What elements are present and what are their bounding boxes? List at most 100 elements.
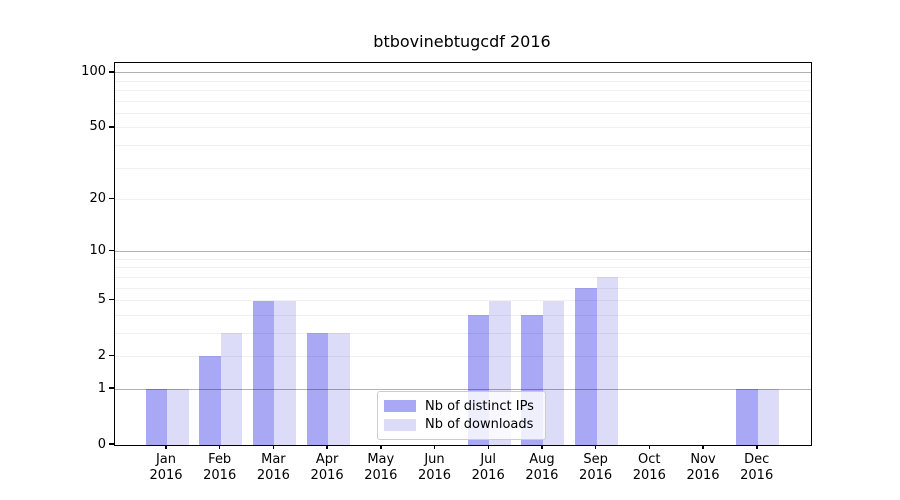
x-tick-mark xyxy=(541,445,543,449)
legend-label-distinct-ips: Nb of distinct IPs xyxy=(425,398,534,414)
x-tick-year: 2016 xyxy=(149,468,183,483)
y-tick-mark xyxy=(109,197,114,200)
gridline-minor xyxy=(115,112,811,114)
x-tick-year: 2016 xyxy=(471,468,505,483)
gridline-major xyxy=(115,251,811,253)
gridline-major xyxy=(115,72,811,74)
x-tick-year: 2016 xyxy=(579,468,613,483)
bar xyxy=(274,300,296,445)
bar xyxy=(306,333,329,445)
x-tick-label: Jul 2016 xyxy=(448,452,528,484)
x-tick-mark xyxy=(218,445,221,449)
x-tick-month: Apr xyxy=(315,452,339,467)
gridline-minor xyxy=(115,258,811,260)
bar xyxy=(575,288,597,445)
gridline-minor xyxy=(115,80,811,82)
x-tick-label: Mar 2016 xyxy=(233,452,313,484)
x-tick-label: Aug 2016 xyxy=(502,452,582,484)
y-tick-label: 0 xyxy=(97,436,106,452)
x-tick-month: Jul xyxy=(480,452,497,467)
gridline-minor xyxy=(115,300,811,301)
legend: Nb of distinct IPs Nb of downloads xyxy=(377,391,546,440)
gridline-major xyxy=(115,388,811,390)
gridline-minor xyxy=(115,127,811,129)
x-tick-mark xyxy=(648,445,650,449)
y-tick-label: 10 xyxy=(89,243,106,259)
x-tick-mark xyxy=(380,445,382,449)
x-tick-mark xyxy=(756,445,758,449)
x-tick-label: Dec 2016 xyxy=(717,452,797,484)
x-tick-mark xyxy=(326,445,328,449)
y-tick-mark xyxy=(109,71,114,73)
x-tick-month: May xyxy=(367,452,395,467)
x-tick-month: Mar xyxy=(261,452,286,467)
x-tick-mark xyxy=(433,445,436,449)
x-tick-year: 2016 xyxy=(686,468,720,483)
x-tick-mark xyxy=(702,445,704,449)
x-tick-label: Oct 2016 xyxy=(609,452,689,484)
y-tick-label: 2 xyxy=(97,347,106,363)
x-tick-label: Apr 2016 xyxy=(287,452,367,484)
bar xyxy=(199,356,221,445)
x-tick-year: 2016 xyxy=(740,468,774,483)
gridline-minor xyxy=(115,355,811,357)
y-tick-mark xyxy=(109,249,114,252)
x-tick-label: Feb 2016 xyxy=(180,452,260,484)
x-tick-year: 2016 xyxy=(364,468,398,483)
x-tick-mark xyxy=(165,445,167,449)
gridline-minor xyxy=(115,167,811,169)
plot-area xyxy=(114,62,812,446)
legend-swatch-distinct-ips xyxy=(384,400,416,413)
gridline-minor xyxy=(115,100,811,102)
y-tick-label: 50 xyxy=(89,119,106,135)
bar xyxy=(542,300,565,445)
legend-label-downloads: Nb of downloads xyxy=(425,417,534,433)
bar xyxy=(596,277,619,445)
gridline-minor xyxy=(115,90,811,92)
x-tick-month: Nov xyxy=(690,452,716,467)
legend-item-distinct-ips: Nb of distinct IPs xyxy=(384,399,539,414)
x-tick-year: 2016 xyxy=(632,468,666,483)
x-tick-month: Oct xyxy=(638,452,661,467)
y-tick-label: 1 xyxy=(97,380,106,396)
x-tick-month: Jun xyxy=(424,452,445,467)
legend-item-downloads: Nb of downloads xyxy=(384,417,539,432)
bar xyxy=(736,389,758,445)
gridline-minor xyxy=(115,332,811,334)
x-tick-label: May 2016 xyxy=(341,452,421,484)
x-tick-month: Dec xyxy=(744,452,770,467)
bar xyxy=(252,300,275,445)
chart-title: btbovinebtugcdf 2016 xyxy=(373,32,551,51)
y-tick-mark xyxy=(109,298,114,301)
x-tick-month: Aug xyxy=(529,452,555,467)
y-tick-label: 100 xyxy=(81,64,106,80)
x-tick-year: 2016 xyxy=(417,468,452,483)
gridline-minor xyxy=(115,198,811,200)
y-tick-mark xyxy=(109,354,114,357)
y-tick-label: 20 xyxy=(89,190,106,206)
x-tick-year: 2016 xyxy=(256,468,290,483)
x-tick-label: Sep 2016 xyxy=(556,452,636,484)
bar xyxy=(167,389,189,445)
x-tick-month: Jan xyxy=(155,452,177,467)
x-tick-year: 2016 xyxy=(525,468,559,483)
gridline-minor xyxy=(115,145,811,146)
y-tick-mark xyxy=(109,443,114,445)
y-tick-label: 5 xyxy=(97,292,106,307)
gridline-minor xyxy=(115,314,811,316)
x-tick-label: Jun 2016 xyxy=(395,452,475,484)
bar xyxy=(328,333,350,445)
x-tick-month: Sep xyxy=(583,452,608,467)
x-tick-mark xyxy=(272,445,275,449)
y-tick-mark xyxy=(109,387,114,389)
legend-swatch-downloads xyxy=(384,418,416,431)
x-tick-mark xyxy=(594,445,597,449)
x-tick-year: 2016 xyxy=(203,468,237,483)
x-tick-year: 2016 xyxy=(310,468,344,483)
gridline-minor xyxy=(115,287,811,289)
bar xyxy=(757,389,780,445)
y-tick-mark xyxy=(109,126,114,128)
bar xyxy=(145,389,167,445)
x-tick-label: Nov 2016 xyxy=(663,452,743,484)
